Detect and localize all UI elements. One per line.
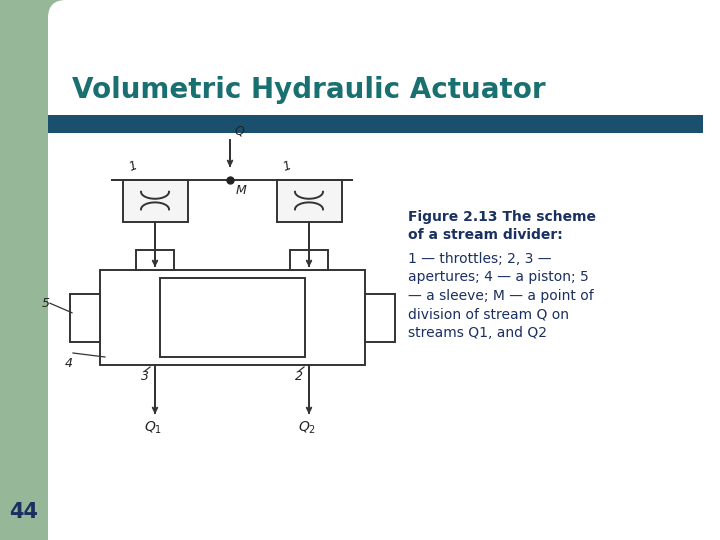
Text: Figure 2.13 The scheme
of a stream divider:: Figure 2.13 The scheme of a stream divid… [408,210,596,242]
Text: 2: 2 [295,370,303,383]
Text: $Q_1$: $Q_1$ [144,420,162,436]
Bar [365,294,395,341]
Text: M: M [236,184,247,197]
Bar [160,278,305,357]
Bar [100,270,365,365]
Text: $Q_2$: $Q_2$ [298,420,316,436]
Bar [0,0,48,540]
Text: 44: 44 [9,502,38,522]
Bar [48,0,243,110]
Bar [276,180,341,222]
Text: 5: 5 [42,297,50,310]
Text: Volumetric Hydraulic Actuator: Volumetric Hydraulic Actuator [72,76,546,104]
Text: 4: 4 [65,357,73,370]
Text: 1: 1 [127,159,138,173]
Text: 3: 3 [141,370,149,383]
Bar [122,180,187,222]
FancyBboxPatch shape [48,0,720,440]
Bar [48,115,703,133]
Text: 1 — throttles; 2, 3 —
apertures; 4 — a piston; 5
— a sleeve; M — a point of
divi: 1 — throttles; 2, 3 — apertures; 4 — a p… [408,252,594,340]
Text: Q: Q [234,125,244,138]
Bar [70,294,100,341]
Bar [290,250,328,270]
Bar [136,250,174,270]
Text: 1: 1 [281,159,292,173]
